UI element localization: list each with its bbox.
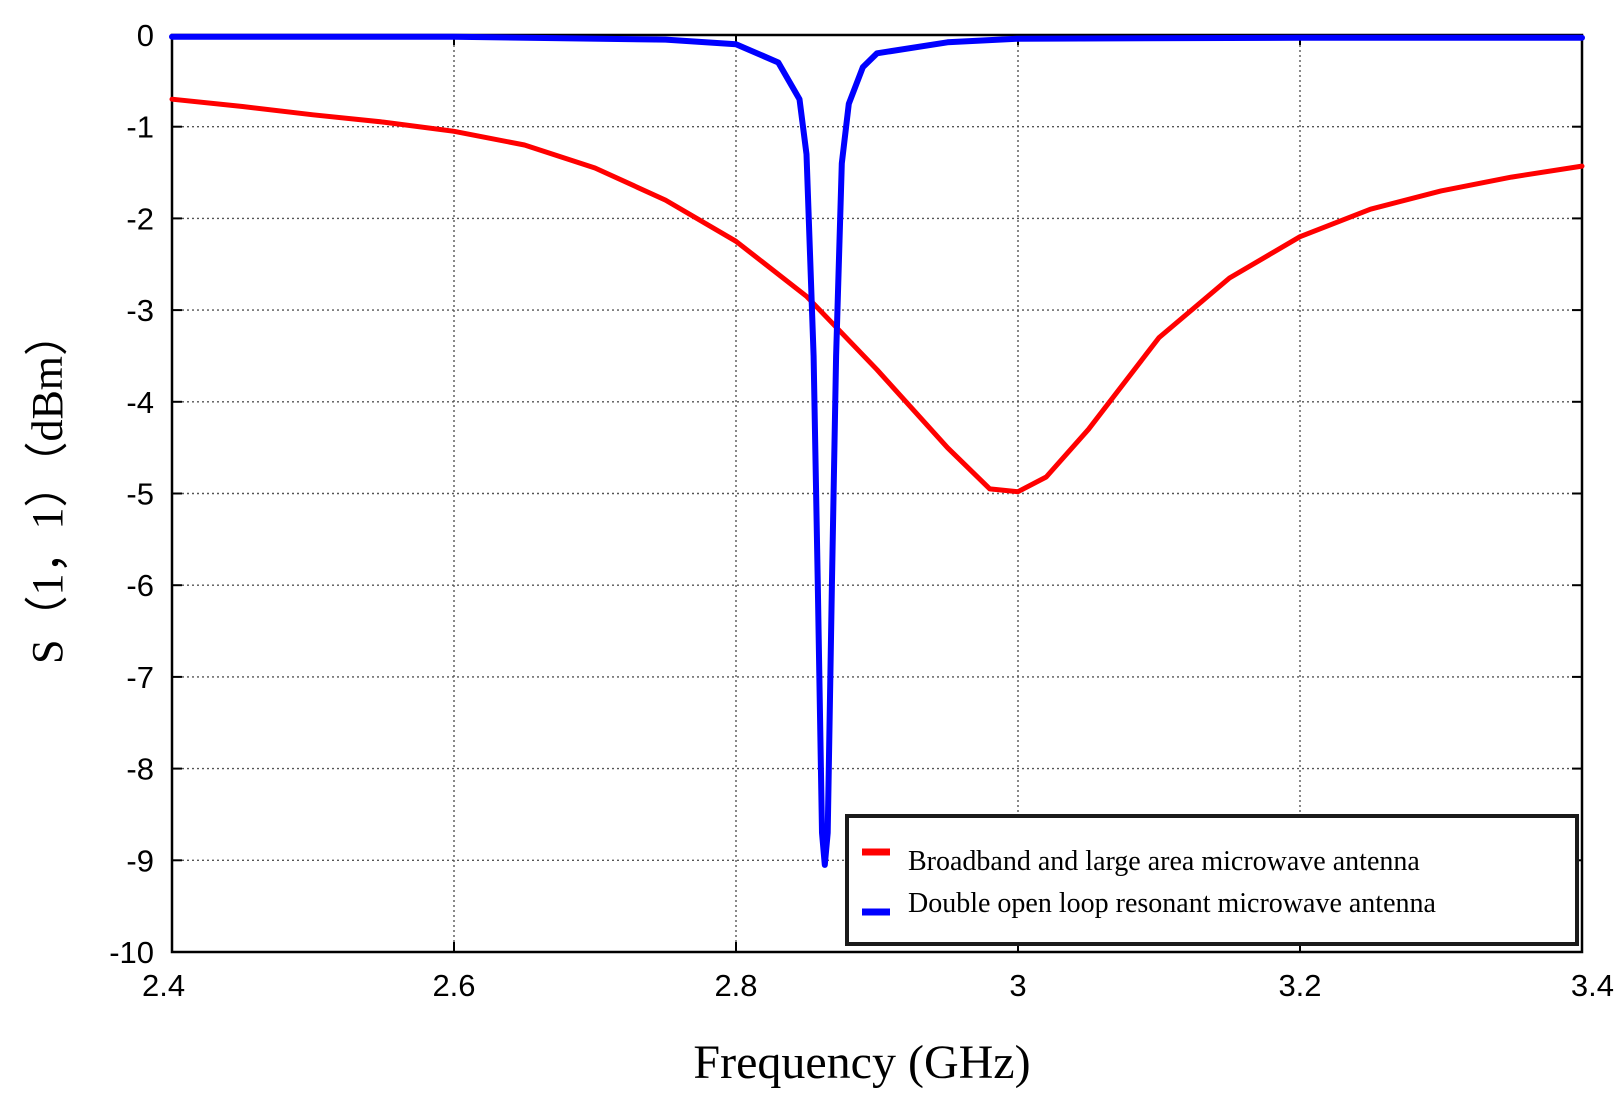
y-axis-title: S（1，1）（dBm） — [23, 312, 72, 664]
series-line-double-loop — [169, 33, 1585, 868]
x-axis-ticks: 2.4 2.6 2.8 3 3.2 3.4 — [142, 35, 1614, 1003]
legend-label-broadband: Broadband and large area microwave anten… — [908, 846, 1420, 877]
x-tick-label: 3.2 — [1278, 968, 1321, 1003]
x-tick-label: 2.6 — [432, 968, 475, 1003]
x-tick-label: 2.8 — [714, 968, 757, 1003]
y-tick-label: -6 — [126, 568, 154, 603]
series-group — [169, 33, 1585, 868]
y-tick-label: -5 — [126, 477, 154, 512]
x-tick-label: 2.4 — [142, 968, 185, 1003]
y-axis-ticks: 0 -1 -2 -3 -4 -5 -6 -7 -8 -9 -10 — [109, 18, 1582, 970]
y-tick-label: -4 — [126, 385, 154, 420]
legend-label-double-loop: Double open loop resonant microwave ante… — [908, 888, 1437, 919]
y-tick-label: -1 — [126, 110, 154, 145]
x-tick-label: 3.4 — [1571, 968, 1614, 1003]
x-tick-label: 3 — [1009, 968, 1026, 1003]
y-tick-label: -2 — [126, 201, 154, 236]
y-tick-label: -9 — [126, 843, 154, 878]
y-tick-label: -10 — [109, 935, 154, 970]
y-tick-label: 0 — [137, 18, 154, 53]
legend: Broadband and large area microwave anten… — [845, 814, 1579, 946]
series-line-broadband — [169, 96, 1585, 495]
legend-box — [845, 814, 1579, 946]
y-tick-label: -8 — [126, 752, 154, 787]
y-tick-label: -3 — [126, 293, 154, 328]
x-axis-title: Frequency (GHz) — [693, 1036, 1030, 1089]
y-tick-label: -7 — [126, 660, 154, 695]
